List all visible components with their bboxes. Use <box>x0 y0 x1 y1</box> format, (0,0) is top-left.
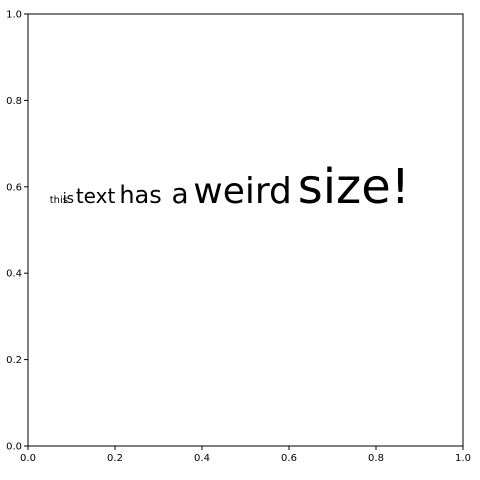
y-tick-label: 0.6 <box>6 182 22 193</box>
x-tick-label: 0.2 <box>107 453 123 464</box>
y-tick-label: 0.8 <box>6 96 22 107</box>
annotation-text-group: this is text has a weird size! <box>50 159 410 215</box>
y-tick-label: 0.4 <box>6 269 22 280</box>
annotation-word-has: has <box>119 181 161 209</box>
x-tick-label: 0.0 <box>20 453 36 464</box>
x-tick-label: 0.4 <box>194 453 210 464</box>
annotation-word-this: this <box>50 195 68 206</box>
annotation-word-is: is <box>63 191 74 207</box>
annotation-word-weird: weird <box>193 171 292 212</box>
y-axis: 0.0 0.2 0.4 0.6 0.8 1.0 <box>6 10 28 453</box>
annotation-word-size: size! <box>298 159 410 215</box>
annotation-word-a: a <box>172 177 189 210</box>
x-tick-label: 0.6 <box>281 453 297 464</box>
x-tick-label: 1.0 <box>455 453 471 464</box>
x-axis: 0.0 0.2 0.4 0.6 0.8 1.0 <box>20 446 471 464</box>
y-tick-label: 0.2 <box>6 355 22 366</box>
x-tick-label: 0.8 <box>368 453 384 464</box>
annotation-word-text: text <box>76 184 116 208</box>
plot-area-frame <box>27 13 464 447</box>
y-tick-label: 1.0 <box>6 10 22 21</box>
y-tick-label: 0.0 <box>6 442 22 453</box>
